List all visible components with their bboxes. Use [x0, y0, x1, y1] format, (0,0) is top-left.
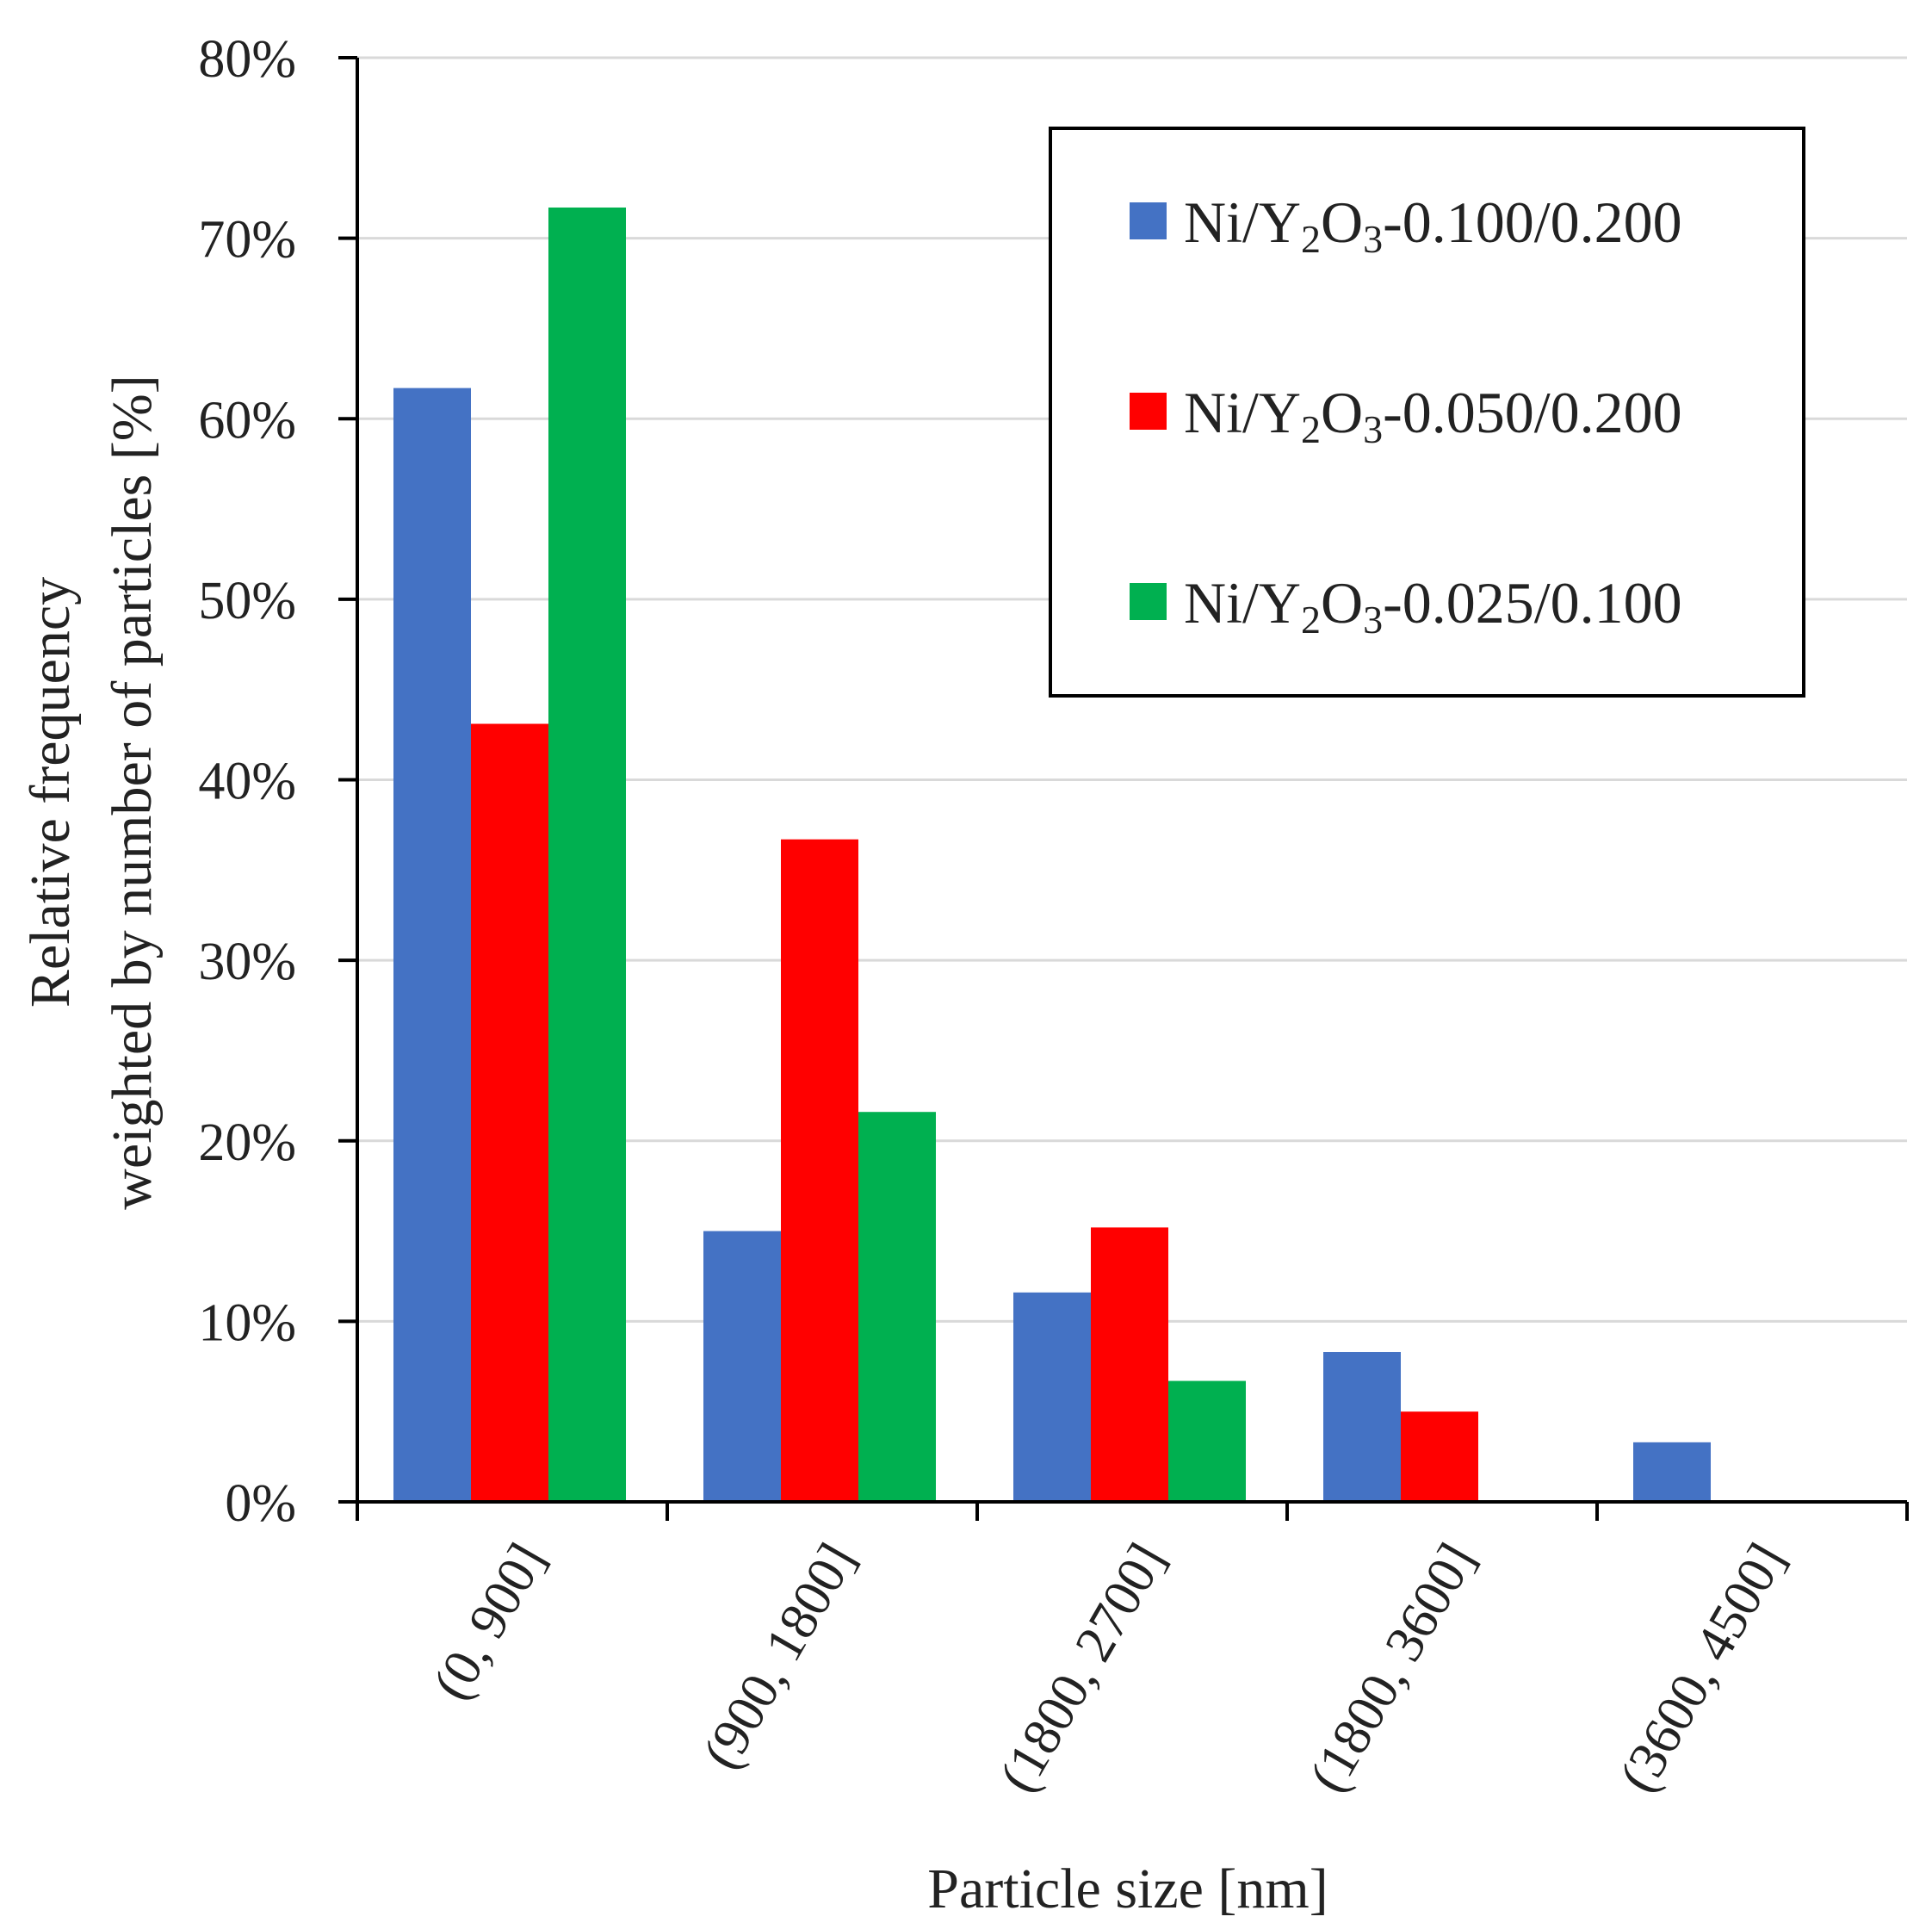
y-tick-label: 0%	[225, 1474, 296, 1533]
bar-series-2-3	[1091, 1227, 1168, 1502]
legend-label-part: O	[1321, 189, 1363, 255]
legend-label-part: 3	[1363, 217, 1383, 261]
legend-swatch-2	[1130, 393, 1167, 430]
legend-label-part: 2	[1301, 217, 1321, 261]
legend-label-part: 3	[1363, 407, 1383, 451]
y-tick-label: 80%	[198, 30, 296, 89]
legend-label-part: Ni/Y	[1184, 380, 1301, 445]
legend-label-part: Ni/Y	[1184, 189, 1301, 255]
legend-swatch-1	[1130, 202, 1167, 239]
bar-series-3-2	[858, 1112, 936, 1502]
y-tick-label: 50%	[198, 572, 296, 630]
bar-series-1-1	[393, 388, 471, 1502]
x-axis-title: Particle size [nm]	[927, 1858, 1328, 1920]
legend-label-part: O	[1321, 380, 1363, 445]
y-tick-label: 40%	[198, 753, 296, 811]
legend-label-part: 3	[1363, 598, 1383, 642]
legend: Ni/Y2O3-0.100/0.200Ni/Y2O3-0.050/0.200Ni…	[1049, 127, 1805, 698]
legend-label-part: Ni/Y	[1184, 570, 1301, 636]
x-tick-label: (900, 1800]	[692, 1534, 868, 1779]
legend-label-part: 2	[1301, 598, 1321, 642]
y-tick-label: 70%	[198, 211, 296, 270]
bar-series-2-1	[471, 723, 548, 1502]
bar-series-1-3	[1013, 1292, 1091, 1502]
legend-label-1: Ni/Y2O3-0.100/0.200	[1184, 189, 1682, 261]
legend-label-part: 2	[1301, 407, 1321, 451]
x-tick-labels: (0, 900] (900, 1800] (1800, 2700] (1800, 36…	[356, 1502, 1909, 1802]
x-tick-label: (0, 900]	[422, 1534, 557, 1709]
x-tick-label: (3600, 4500]	[1608, 1534, 1797, 1802]
legend-box	[1049, 127, 1805, 698]
bar-series-3-3	[1168, 1380, 1246, 1502]
y-axis-title-line-1: Relative frequency	[19, 577, 82, 1008]
legend-label-3: Ni/Y2O3-0.025/0.100	[1184, 570, 1682, 642]
x-tick-label: (1800, 3600]	[1298, 1534, 1487, 1802]
x-tick-label: (1800, 2700]	[988, 1534, 1177, 1802]
legend-swatch-3	[1130, 583, 1167, 620]
y-tick-labels: 0% 10% 20% 30% 40% 50% 60% 70% 80%	[198, 30, 357, 1533]
legend-label-part: -0.100/0.200	[1383, 189, 1682, 255]
bar-series-1-2	[703, 1231, 781, 1502]
y-axis-title: Relative frequency weighted by number of…	[19, 375, 164, 1210]
legend-label-2: Ni/Y2O3-0.050/0.200	[1184, 380, 1682, 451]
y-tick-label: 60%	[198, 391, 296, 450]
legend-label-part: O	[1321, 570, 1363, 636]
bar-series-2-4	[1401, 1411, 1478, 1502]
legend-label-part: -0.050/0.200	[1383, 380, 1682, 445]
y-tick-label: 10%	[198, 1293, 296, 1352]
bars	[393, 207, 1711, 1502]
y-tick-label: 30%	[198, 933, 296, 991]
bar-series-1-4	[1323, 1352, 1401, 1502]
y-tick-label: 20%	[198, 1113, 296, 1172]
y-axis-title-line-2: weighted by number of particles [%]	[101, 375, 164, 1210]
bar-series-3-1	[548, 207, 626, 1502]
bar-series-1-5	[1633, 1442, 1711, 1502]
legend-label-part: -0.025/0.100	[1383, 570, 1682, 636]
bar-series-2-2	[781, 839, 858, 1502]
